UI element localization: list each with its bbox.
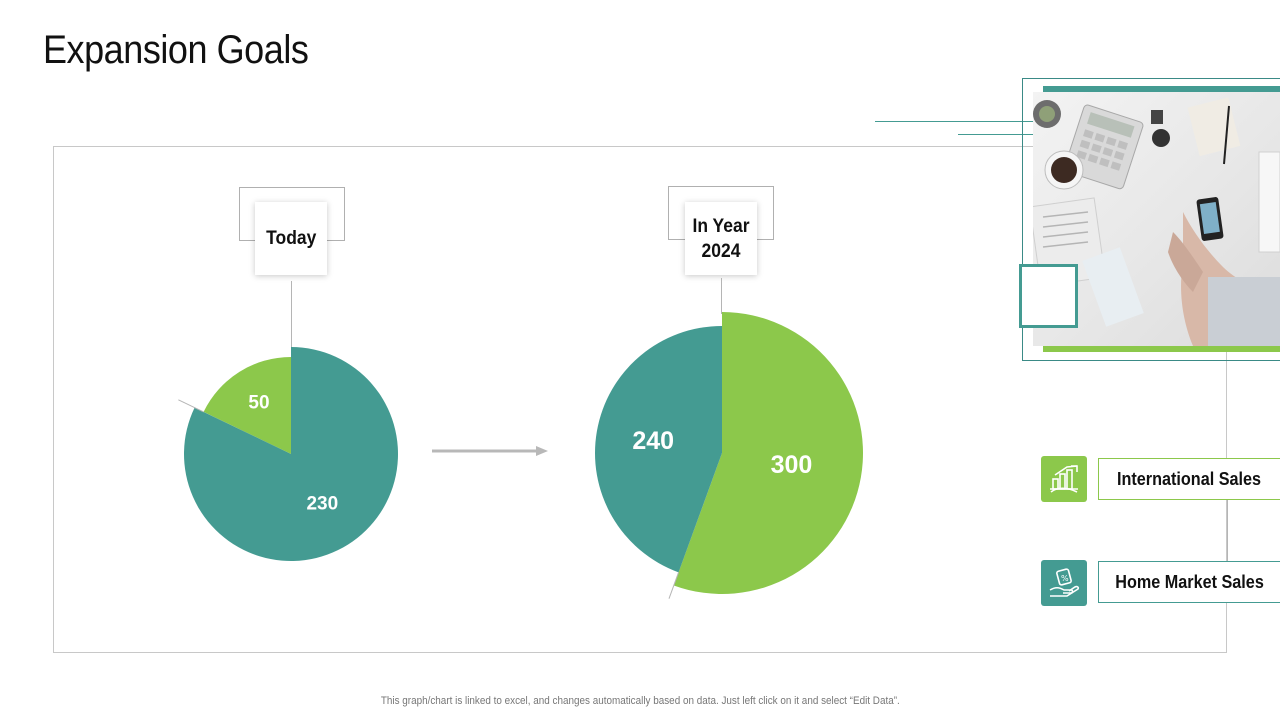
photo-accent-line [958, 134, 1068, 135]
pie-slice-1-1[interactable] [595, 326, 722, 573]
pie-value-label-1-0: 300 [771, 451, 813, 479]
pie-value-label-0-1: 230 [306, 493, 338, 514]
legend-connector [1227, 500, 1228, 562]
legend-home-label: Home Market Sales [1115, 571, 1264, 592]
footnote: This graph/chart is linked to excel, and… [0, 695, 1280, 707]
photo-bottom-bar [1043, 346, 1280, 352]
year-label: In Year 2024 [685, 202, 757, 275]
year-label-connector [721, 278, 722, 314]
money-hand-icon: % [1041, 560, 1087, 606]
pie-slice-0-0[interactable] [203, 357, 291, 454]
footnote-text: This graph/chart is linked to excel, and… [380, 695, 900, 707]
pie-value-label-0-0: 50 [248, 393, 269, 414]
year-label-text: In Year 2024 [692, 215, 750, 262]
pie-2024[interactable]: 300 240 [595, 312, 864, 599]
arrow-right-icon [432, 446, 548, 456]
pie-today[interactable]: 50 230 [178, 347, 399, 561]
today-label-connector [291, 281, 292, 351]
pie-slice-0-1[interactable] [184, 347, 399, 561]
photo-accent-square [1019, 264, 1078, 328]
page-title: Expansion Goals [43, 28, 309, 72]
legend-international-label: International Sales [1117, 468, 1262, 489]
svg-text:%: % [1061, 574, 1069, 583]
today-label-text: Today [265, 228, 317, 249]
photo-top-bar [1043, 86, 1280, 92]
photo-accent-line [875, 121, 1035, 122]
pie-value-label-1-1: 240 [632, 427, 674, 455]
today-label: Today [255, 202, 327, 275]
growth-chart-icon [1041, 456, 1087, 502]
chart-frame [53, 146, 1227, 653]
pie-leader-line-1 [668, 572, 680, 599]
pie-leader-line-0 [178, 399, 204, 413]
legend-international-sales: International Sales [1098, 458, 1280, 500]
legend-home-market-sales: Home Market Sales [1098, 561, 1280, 603]
photo-frame [1022, 78, 1280, 361]
pie-slice-1-0[interactable] [673, 312, 864, 595]
